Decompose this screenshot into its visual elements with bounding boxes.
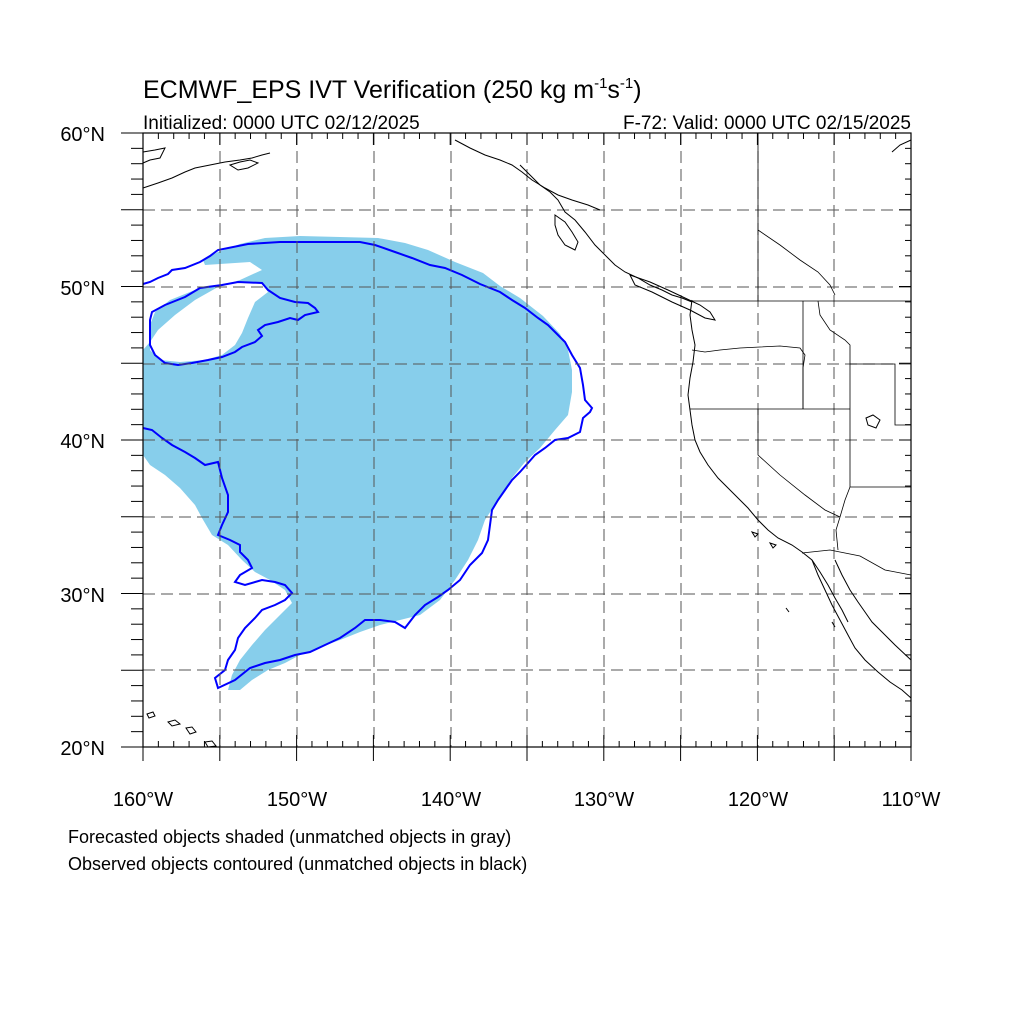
coastlines — [142, 139, 912, 748]
lat-label-30: 30°N — [60, 585, 105, 607]
latitude-labels: 60°N 50°N 40°N 30°N 20°N — [60, 124, 105, 760]
observed-object-contour — [142, 241, 594, 690]
lat-label-20: 20°N — [60, 738, 105, 760]
lon-label-120w: 120°W — [728, 789, 788, 811]
political-borders — [690, 133, 912, 576]
lon-label-110w: 110°W — [882, 789, 941, 811]
lon-label-160w: 160°W — [113, 789, 173, 811]
caption-forecast: Forecasted objects shaded (unmatched obj… — [68, 827, 511, 847]
valid-time-label: F-72: Valid: 0000 UTC 02/15/2025 — [623, 113, 911, 134]
caption-observed: Observed objects contoured (unmatched ob… — [68, 854, 527, 874]
lon-label-140w: 140°W — [421, 789, 481, 811]
lat-label-40: 40°N — [60, 431, 105, 453]
lat-label-50: 50°N — [60, 278, 105, 300]
initialized-label: Initialized: 0000 UTC 02/12/2025 — [143, 113, 420, 134]
lat-label-60: 60°N — [60, 124, 105, 146]
lon-label-130w: 130°W — [574, 789, 634, 811]
gridlines — [143, 133, 911, 747]
lon-label-150w: 150°W — [267, 789, 327, 811]
forecast-object-shading — [143, 236, 572, 690]
longitude-labels: 160°W 150°W 140°W 130°W 120°W 110°W — [113, 789, 941, 811]
map-title: ECMWF_EPS IVT Verification (250 kg m-1s-… — [143, 75, 642, 104]
axis-ticks — [121, 132, 912, 761]
